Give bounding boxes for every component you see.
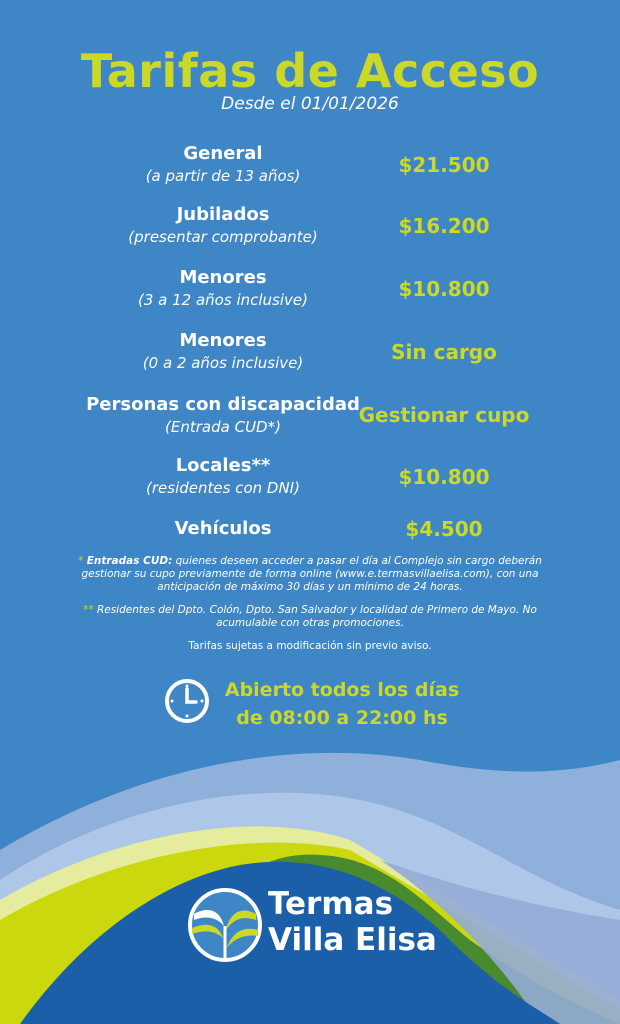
rate-price: Gestionar cupo [358,403,530,427]
rate-name: Jubilados [176,204,270,225]
disclaimer: Tarifas sujetas a modificación sin previ… [188,640,432,652]
rate-name: Locales** [175,455,271,476]
rate-name: Personas con discapacidad [86,394,360,415]
rate-price: $16.200 [398,214,490,238]
rate-price: $10.800 [398,465,490,489]
rate-detail: (residentes con DNI) [146,479,300,497]
rate-detail: (0 a 2 años inclusive) [142,354,304,372]
brand-name: Termas Villa Elisa [268,886,437,958]
hours-text: Abierto todos los días de 08:00 a 22:00 … [224,679,460,729]
rate-name: Vehículos [174,518,272,539]
rate-name: Menores [179,267,267,288]
termas-logo-icon [188,888,262,962]
note-cud: * Entradas CUD: quienes deseen acceder a… [78,555,542,593]
footnotes: * Entradas CUD: quienes deseen acceder a… [60,555,560,663]
clock-icon [165,679,209,723]
rate-price: $21.500 [398,153,490,177]
rate-detail: (Entrada CUD*) [165,418,281,436]
page-title: Tarifas de Acceso [80,44,540,98]
rate-name: General [183,143,263,164]
rate-price: $4.500 [405,517,483,541]
decorative-waves [0,752,620,1024]
page-subtitle: Desde el 01/01/2026 [221,94,399,114]
rate-name: Menores [179,330,267,351]
rate-detail: (a partir de 13 años) [145,167,301,185]
rate-price: $10.800 [398,277,490,301]
rate-detail: (3 a 12 años inclusive) [138,291,308,309]
rate-detail: (presentar comprobante) [128,228,318,246]
note-locales: ** Residentes del Dpto. Colón, Dpto. San… [83,604,537,629]
rate-price: Sin cargo [391,340,497,364]
